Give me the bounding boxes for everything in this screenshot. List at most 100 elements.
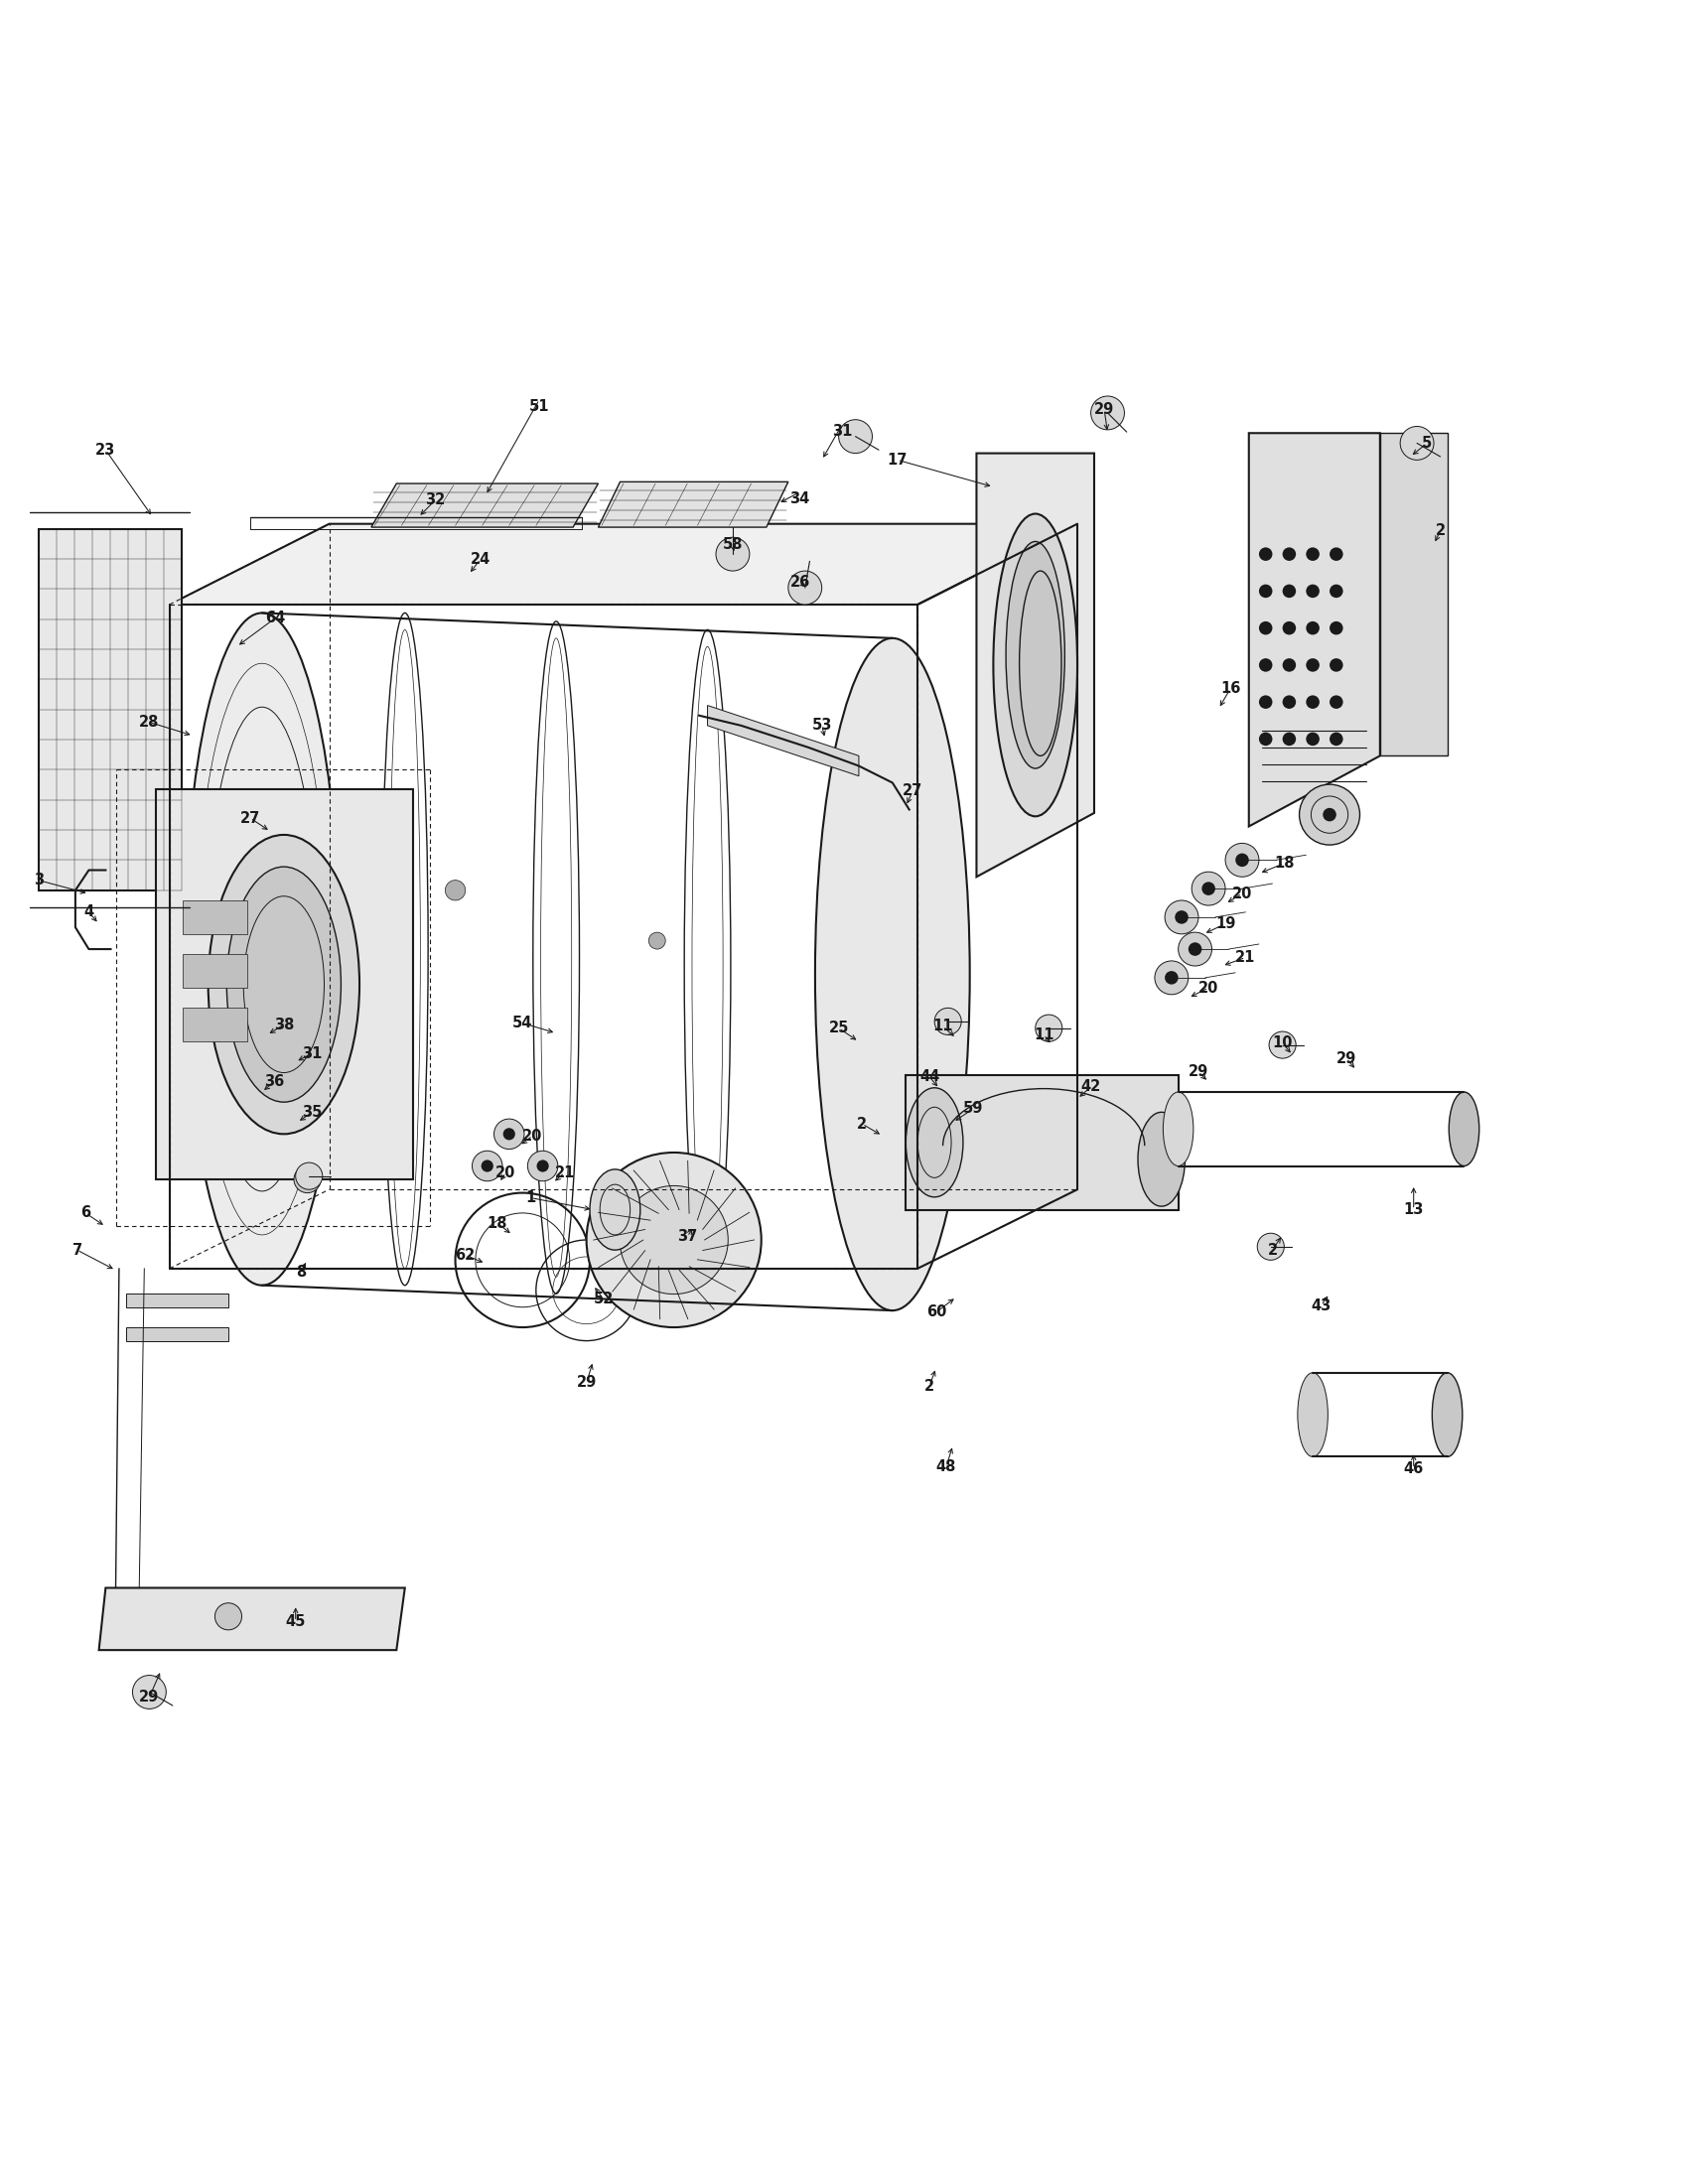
Circle shape	[216, 1603, 242, 1629]
Circle shape	[1283, 585, 1297, 598]
Circle shape	[504, 1127, 515, 1140]
Text: 23: 23	[96, 443, 116, 456]
Ellipse shape	[1138, 1112, 1186, 1206]
Text: 2: 2	[1268, 1243, 1278, 1258]
Text: 17: 17	[887, 452, 908, 467]
Ellipse shape	[1298, 1374, 1329, 1457]
Ellipse shape	[209, 834, 359, 1133]
Text: 46: 46	[1403, 1461, 1423, 1476]
Polygon shape	[707, 705, 859, 775]
Ellipse shape	[1005, 542, 1064, 769]
Circle shape	[1270, 1031, 1297, 1059]
Circle shape	[788, 570, 822, 605]
Text: 34: 34	[790, 491, 810, 507]
Text: 43: 43	[1312, 1297, 1332, 1313]
Text: 38: 38	[274, 1018, 295, 1033]
Text: 7: 7	[72, 1243, 83, 1258]
Text: 11: 11	[933, 1020, 953, 1033]
Polygon shape	[157, 788, 413, 1179]
Ellipse shape	[589, 1168, 640, 1249]
Circle shape	[1236, 854, 1250, 867]
Bar	[184, 954, 248, 987]
Ellipse shape	[994, 513, 1078, 817]
Polygon shape	[906, 1075, 1179, 1210]
Circle shape	[1330, 620, 1344, 636]
Circle shape	[1283, 548, 1297, 561]
Text: 11: 11	[1034, 1026, 1054, 1042]
Text: 21: 21	[554, 1166, 574, 1179]
Text: 52: 52	[593, 1291, 613, 1306]
Circle shape	[1091, 395, 1125, 430]
Text: 20: 20	[522, 1129, 542, 1142]
Circle shape	[1175, 911, 1189, 924]
Circle shape	[716, 537, 749, 570]
Polygon shape	[126, 1293, 229, 1308]
Text: 36: 36	[264, 1075, 285, 1090]
Text: 20: 20	[1233, 887, 1253, 902]
Circle shape	[295, 1166, 322, 1192]
Text: 8: 8	[296, 1265, 306, 1280]
Text: 60: 60	[926, 1304, 946, 1319]
Circle shape	[1307, 548, 1320, 561]
Circle shape	[133, 1675, 167, 1708]
Text: 2: 2	[925, 1378, 935, 1393]
Text: 18: 18	[1275, 856, 1295, 871]
Ellipse shape	[906, 1088, 963, 1197]
Circle shape	[1330, 548, 1344, 561]
Ellipse shape	[815, 638, 970, 1310]
Text: 24: 24	[470, 553, 490, 566]
Text: 29: 29	[1189, 1064, 1209, 1079]
Circle shape	[1399, 426, 1433, 461]
Polygon shape	[99, 1588, 404, 1651]
Text: 20: 20	[495, 1166, 515, 1179]
Circle shape	[1189, 943, 1202, 957]
Circle shape	[472, 1151, 502, 1182]
Circle shape	[1165, 900, 1199, 935]
Polygon shape	[598, 483, 788, 526]
Text: 48: 48	[936, 1459, 957, 1474]
Bar	[184, 1009, 248, 1042]
Text: 31: 31	[303, 1046, 323, 1061]
Circle shape	[620, 1186, 727, 1295]
Text: 42: 42	[1081, 1079, 1101, 1094]
Circle shape	[935, 1009, 962, 1035]
Circle shape	[1260, 732, 1273, 745]
Circle shape	[1307, 732, 1320, 745]
Circle shape	[1226, 843, 1260, 876]
Circle shape	[1260, 657, 1273, 673]
Circle shape	[648, 933, 665, 950]
Text: 3: 3	[34, 874, 44, 887]
Circle shape	[1260, 548, 1273, 561]
Text: 32: 32	[424, 494, 445, 507]
Circle shape	[1283, 695, 1297, 710]
Circle shape	[1283, 620, 1297, 636]
Text: 29: 29	[1095, 402, 1115, 417]
Text: 27: 27	[241, 810, 261, 826]
Text: 59: 59	[963, 1101, 983, 1116]
Circle shape	[527, 1151, 557, 1182]
Circle shape	[839, 419, 872, 454]
Text: 16: 16	[1221, 681, 1241, 697]
Text: 2: 2	[857, 1116, 867, 1131]
Text: 31: 31	[832, 424, 852, 439]
Polygon shape	[1250, 432, 1379, 826]
Circle shape	[445, 880, 465, 900]
Circle shape	[1202, 882, 1216, 895]
Text: 10: 10	[1273, 1035, 1293, 1051]
Circle shape	[296, 1162, 323, 1190]
Text: 51: 51	[529, 400, 549, 413]
Circle shape	[1307, 695, 1320, 710]
Circle shape	[1307, 585, 1320, 598]
Text: 26: 26	[790, 574, 810, 590]
Text: 6: 6	[81, 1206, 91, 1221]
Text: 44: 44	[919, 1070, 940, 1083]
Circle shape	[1179, 933, 1212, 965]
Circle shape	[1307, 657, 1320, 673]
Circle shape	[1260, 620, 1273, 636]
Circle shape	[1307, 620, 1320, 636]
Circle shape	[493, 1118, 524, 1149]
Ellipse shape	[185, 614, 338, 1286]
Polygon shape	[977, 454, 1095, 876]
Text: 5: 5	[1421, 437, 1431, 450]
Text: 64: 64	[266, 612, 286, 625]
